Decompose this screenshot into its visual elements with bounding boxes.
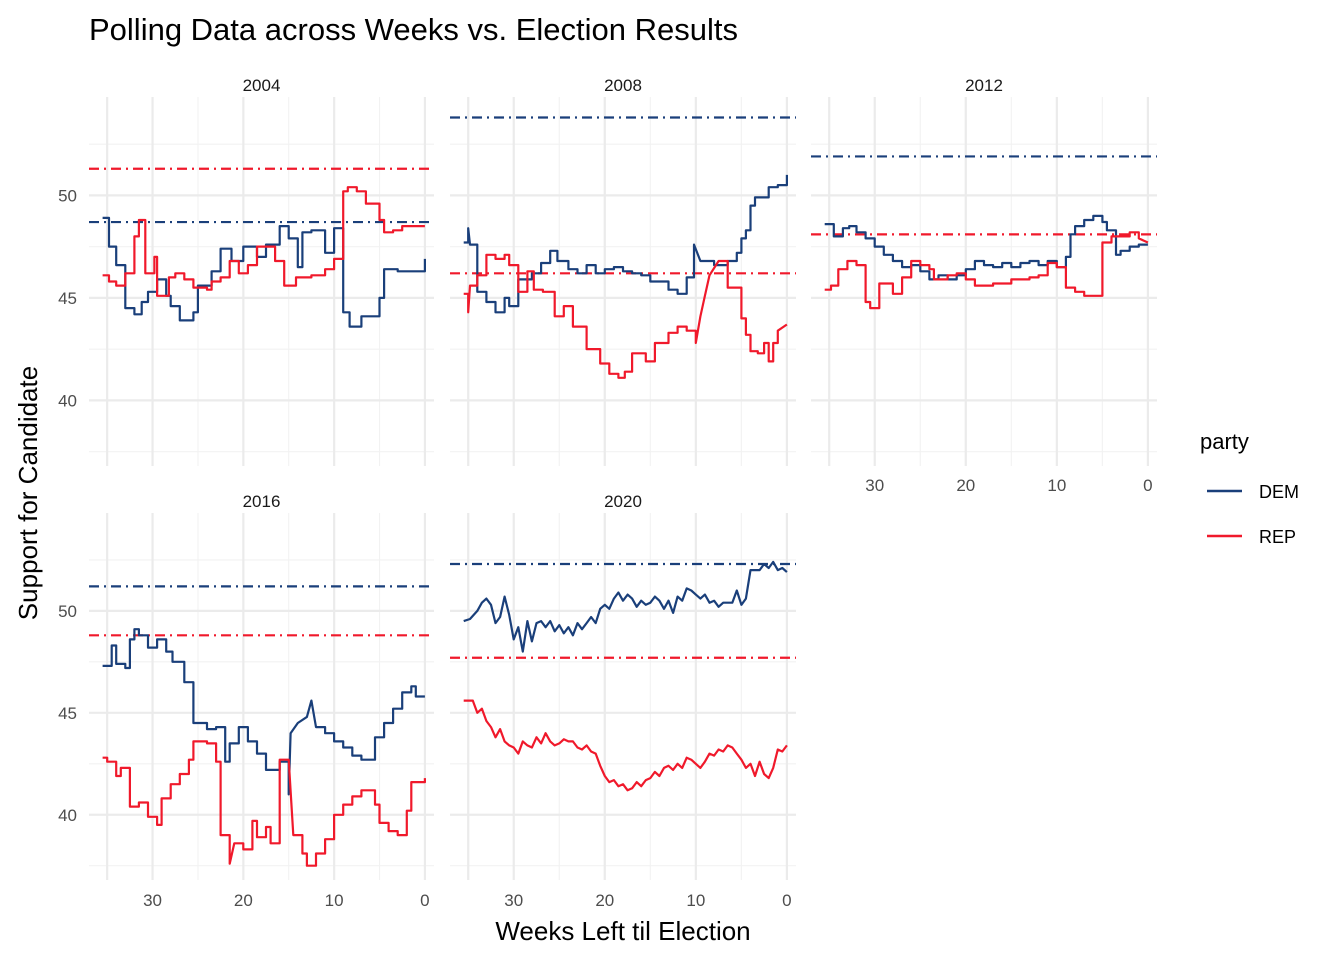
- series-line-dem-2020: [463, 560, 788, 653]
- x-tick-label: 30: [504, 891, 523, 910]
- series-line-rep-2004: [102, 186, 425, 297]
- y-tick-label: 45: [58, 289, 77, 308]
- series-line-rep-2012: [824, 231, 1149, 310]
- x-tick-label: 0: [782, 891, 791, 910]
- panel-label-2012: 2012: [965, 76, 1003, 95]
- panel-2004: 2004 40 45 50: [58, 76, 434, 466]
- panel-label-2016: 2016: [243, 492, 281, 511]
- x-tick-label: 0: [1143, 476, 1152, 495]
- x-tick-label: 30: [865, 476, 884, 495]
- panel-2016: 2016 40 45 50 30 20 10 0: [58, 492, 434, 910]
- gridlines: [89, 513, 434, 880]
- series-line-rep-2020: [463, 699, 788, 792]
- x-tick-label: 10: [686, 891, 705, 910]
- panel-label-2020: 2020: [604, 492, 642, 511]
- legend-title: party: [1200, 429, 1249, 454]
- series-line-dem-2016: [102, 628, 425, 796]
- legend-label-rep: REP: [1259, 527, 1296, 547]
- x-tick-label: 20: [234, 891, 253, 910]
- legend: party DEM REP: [1200, 429, 1299, 547]
- gridlines: [450, 97, 796, 466]
- series-line-dem-2004: [102, 216, 426, 328]
- series-line-dem-2012: [824, 214, 1148, 281]
- series-line-rep-2016: [102, 740, 426, 867]
- y-tick-label: 50: [58, 186, 77, 205]
- x-tick-label: 20: [956, 476, 975, 495]
- x-tick-label: 10: [1047, 476, 1066, 495]
- gridlines: [450, 513, 796, 880]
- gridlines: [89, 97, 434, 466]
- x-tick-label: 10: [325, 891, 344, 910]
- panel-2020: 2020 30 20 10 0: [450, 492, 796, 910]
- x-tick-label: 20: [595, 891, 614, 910]
- panel-label-2008: 2008: [604, 76, 642, 95]
- chart-title: Polling Data across Weeks vs. Election R…: [89, 12, 738, 47]
- panel-2008: 2008: [450, 76, 796, 466]
- y-tick-label: 40: [58, 806, 77, 825]
- y-tick-label: 40: [58, 391, 77, 410]
- series-line-rep-2008: [463, 253, 788, 379]
- gridlines: [811, 97, 1157, 466]
- y-axis-title: Support for Candidate: [13, 366, 43, 620]
- x-axis-title: Weeks Left til Election: [495, 916, 750, 946]
- y-tick-label: 45: [58, 704, 77, 723]
- series-line-dem-2008: [463, 174, 788, 314]
- x-tick-label: 30: [143, 891, 162, 910]
- panel-2012: 2012 30 20 10 0: [811, 76, 1157, 495]
- x-tick-label: 0: [420, 891, 429, 910]
- panel-label-2004: 2004: [243, 76, 281, 95]
- legend-label-dem: DEM: [1259, 482, 1299, 502]
- y-tick-label: 50: [58, 602, 77, 621]
